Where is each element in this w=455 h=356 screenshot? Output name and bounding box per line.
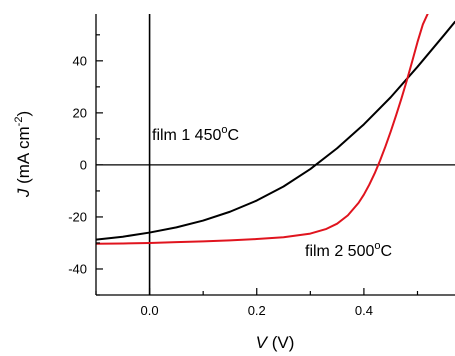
x-axis-unit: (V) bbox=[267, 333, 294, 352]
axis-layer bbox=[95, 14, 455, 296]
annotation-film-2-degree: o bbox=[374, 240, 380, 252]
annotation-film-1-degree: o bbox=[221, 124, 227, 136]
tick-label-layer: 0.0 0.2 0.4 -40 -20 0 20 40 bbox=[68, 53, 373, 318]
y-axis-title: J (mA cm-2) bbox=[13, 111, 33, 198]
x-tick-label: 0.2 bbox=[248, 303, 266, 318]
annotation-film-2-unit: C bbox=[381, 243, 393, 260]
x-axis-title: V (V) bbox=[256, 333, 295, 352]
annotation-film-2-text: film 2 500 bbox=[305, 243, 374, 260]
y-tick-label: 0 bbox=[80, 157, 87, 172]
annotation-film-1-unit: C bbox=[228, 127, 240, 144]
x-tick-label: 0.4 bbox=[355, 303, 373, 318]
y-axis-unit-superscript: -2 bbox=[13, 117, 25, 127]
annotation-film-2: film 2 500oC bbox=[305, 240, 392, 260]
series-line-film-2 bbox=[96, 14, 429, 245]
y-tick-label: 40 bbox=[73, 53, 87, 68]
y-tick-label: -20 bbox=[68, 209, 87, 224]
reference-lines bbox=[96, 14, 455, 295]
y-axis-symbol: J bbox=[14, 188, 33, 198]
x-axis-symbol: V bbox=[256, 333, 269, 352]
annotation-film-1: film 1 450oC bbox=[152, 124, 239, 144]
annotation-film-1-text: film 1 450 bbox=[152, 127, 221, 144]
y-axis-unit-prefix: (mA cm bbox=[14, 126, 33, 188]
y-tick-label: -40 bbox=[68, 261, 87, 276]
x-tick-label: 0.0 bbox=[141, 303, 159, 318]
y-tick-label: 20 bbox=[73, 105, 87, 120]
series-layer bbox=[96, 14, 455, 245]
y-axis-unit-suffix: ) bbox=[14, 111, 33, 117]
